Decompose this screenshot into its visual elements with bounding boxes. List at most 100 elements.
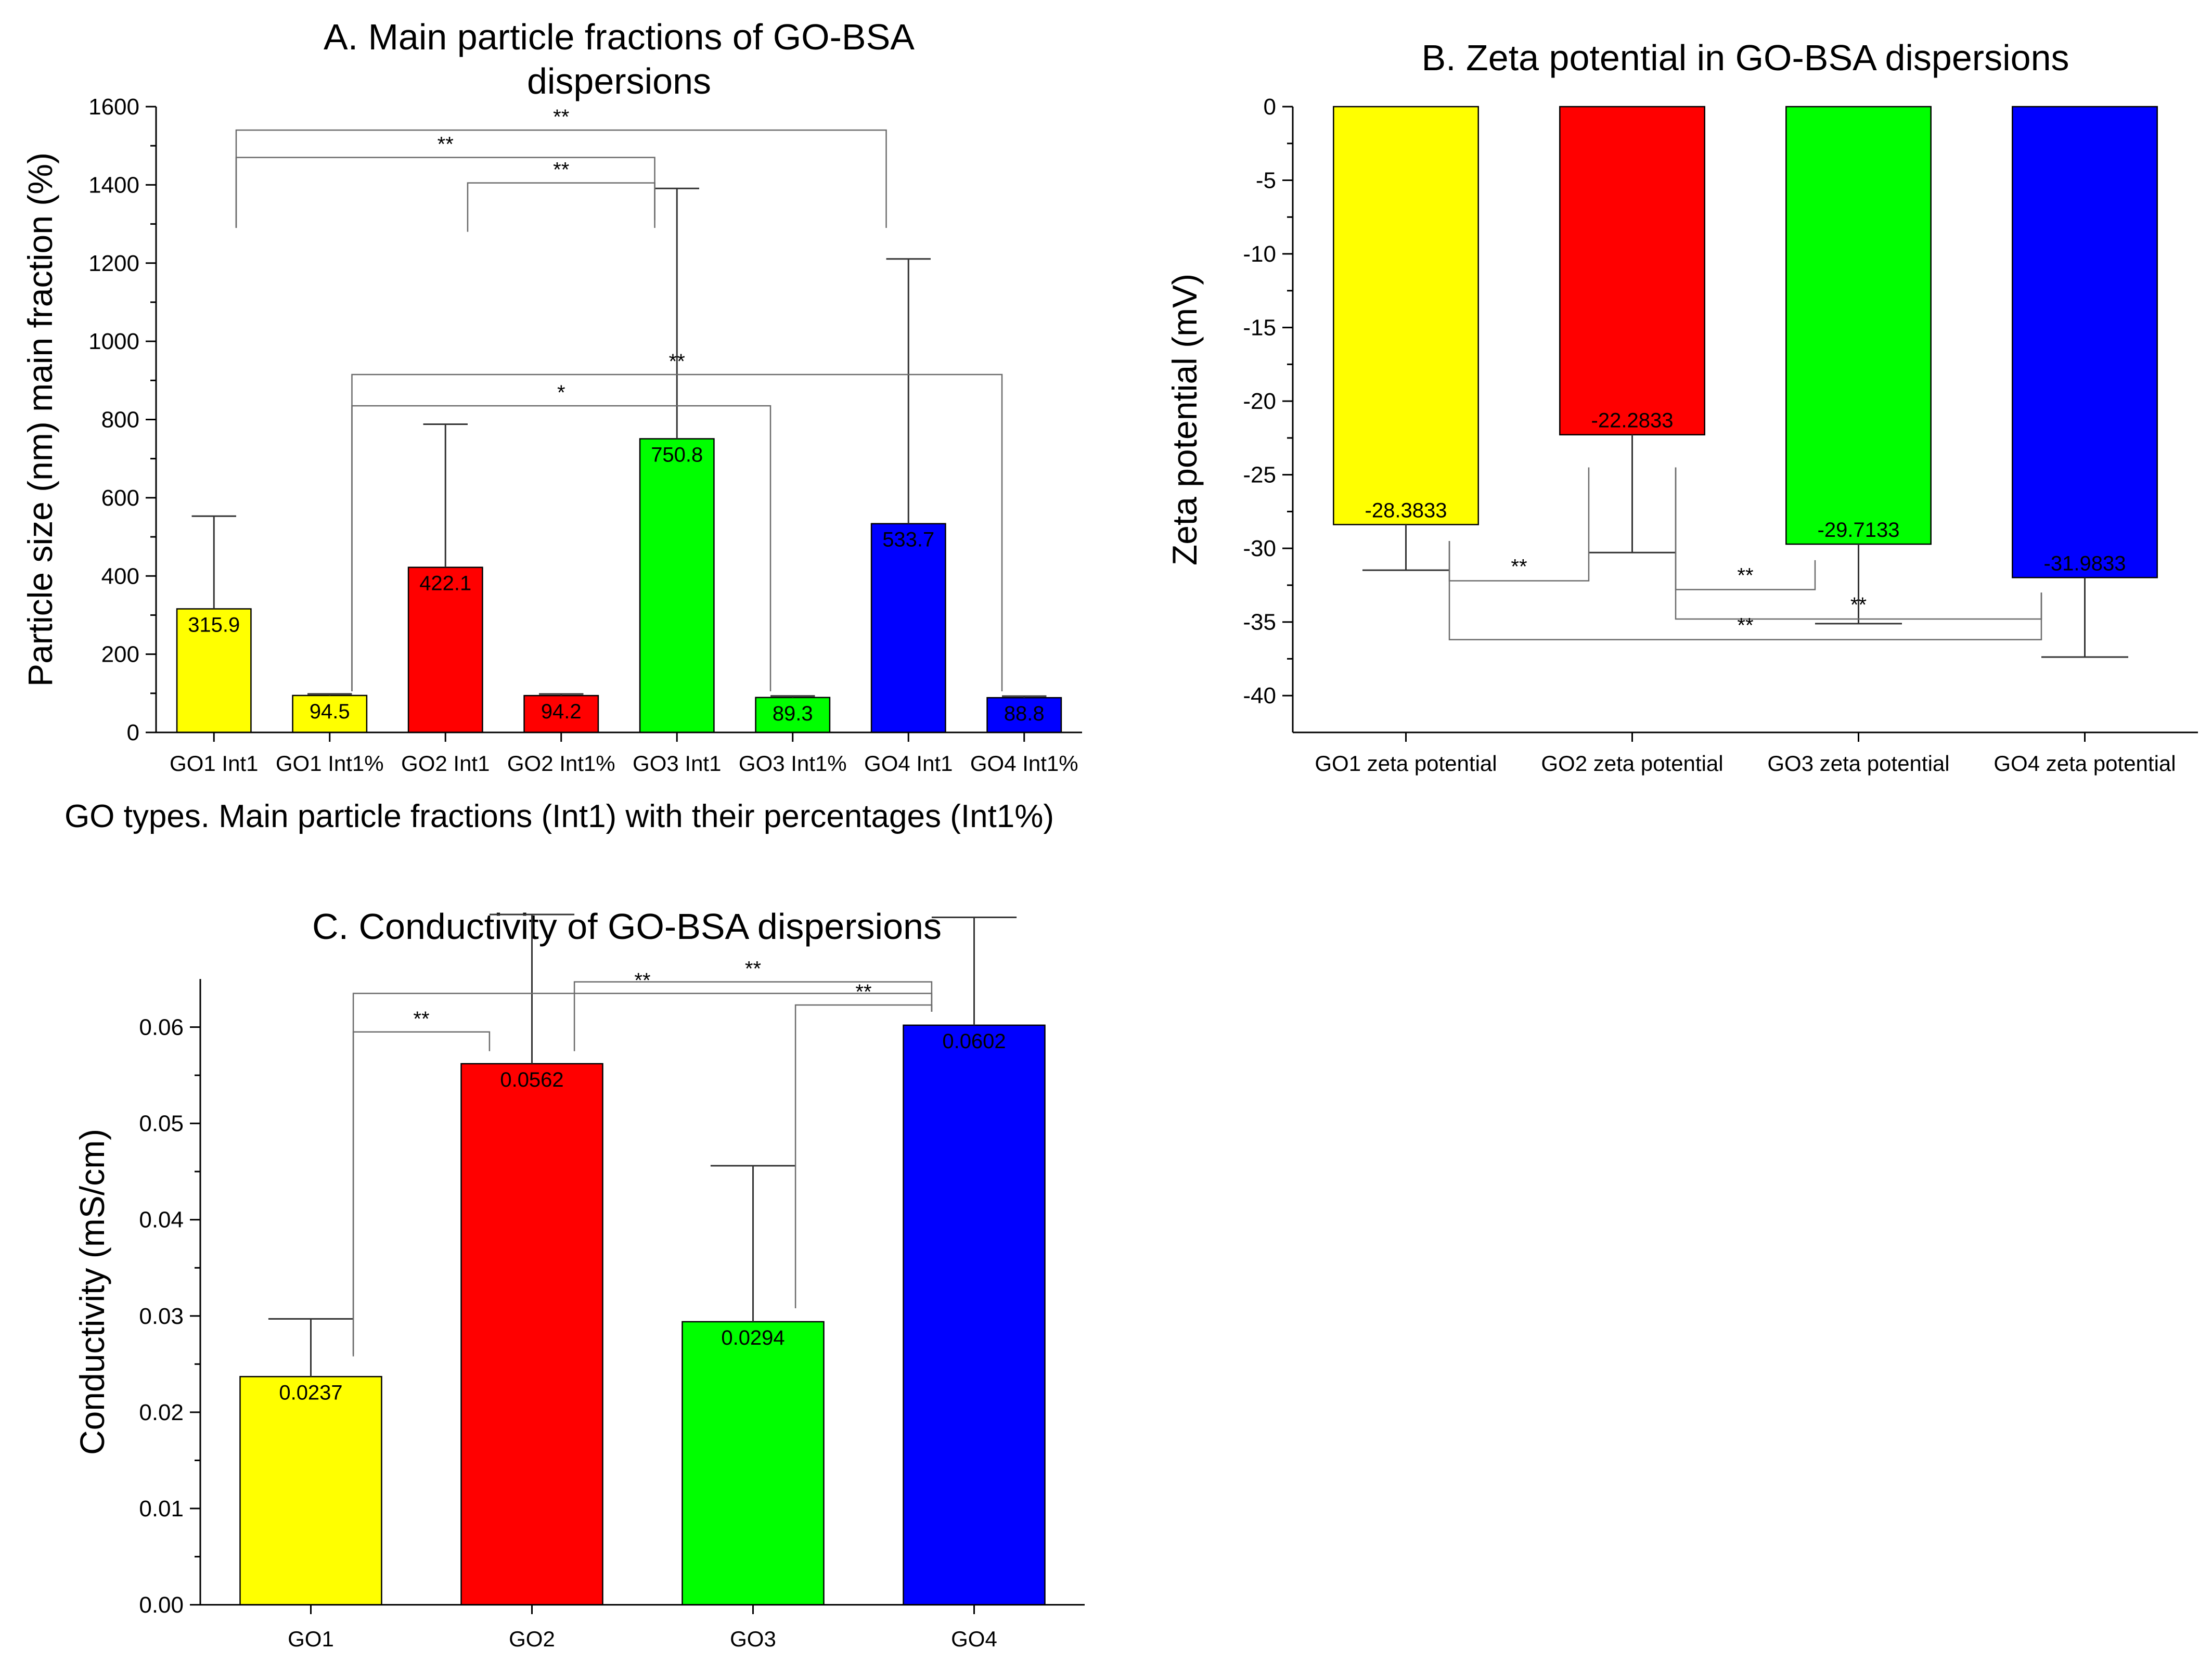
chart-B-bar-3 [1785,106,1932,545]
chart-A-error-bar-4 [539,693,584,696]
chart-A-bar-7 [870,523,946,733]
chart-C-title: C. Conductivity of GO-BSA dispersions [312,906,942,947]
chart-B-error-bar-1 [1362,524,1450,571]
chart-A-error-bar-5 [654,187,699,439]
chart-A-value-label-3: 422.1 [419,572,471,595]
chart-B-x-tick-label-4: GO4 zeta potential [1994,751,2176,776]
chart-A-value-label-2: 94.5 [310,700,350,723]
chart-B-y-tick-label-9: -40 [1243,683,1276,708]
chart-A-x-tick-label-1: GO1 Int1 [170,751,258,776]
chart-B-significance-label-1: ** [1511,555,1527,578]
chart-C-y-axis-label: Conductivity (mS/cm) [73,1129,111,1455]
chart-B-error-bar-4 [2041,577,2129,658]
chart-A-significance-bracket-3 [467,182,655,232]
chart-B-significance-label-4: ** [1737,614,1753,637]
chart-A-y-tick-label-7: 1200 [88,251,139,276]
chart-A-x-tick-label-3: GO2 Int1 [401,751,490,776]
chart-C-y-tick-label-7: 0.06 [139,1015,184,1040]
chart-B-value-label-3: -29.7133 [1818,519,1900,542]
chart-C-bar-2 [460,1063,603,1606]
chart-C-bar-4 [903,1024,1046,1606]
chart-C-value-label-1: 0.0237 [279,1381,342,1404]
chart-A-y-tick-label-6: 1000 [88,329,139,354]
chart-A-error-bar-6 [770,695,815,698]
chart-B-value-label-4: -31.9833 [2044,552,2126,575]
chart-C-value-label-4: 0.0602 [942,1030,1006,1053]
chart-B-significance-label-3: ** [1850,594,1867,616]
chart-A-title-line-1: A. Main particle fractions of GO-BSA [324,17,915,57]
chart-B-y-tick-label-3: -10 [1243,241,1276,267]
chart-C-x-tick-label-1: GO1 [288,1627,334,1651]
chart-C-x-tick-label-2: GO2 [509,1627,555,1651]
chart-A-y-tick-label-3: 400 [101,563,139,589]
chart-B-y-tick-label-4: -15 [1243,315,1276,341]
chart-C-bar-1 [239,1376,382,1606]
chart-A-x-tick-label-7: GO4 Int1 [864,751,953,776]
chart-A-value-label-8: 88.8 [1004,702,1045,725]
chart-B-y-tick-label-6: -25 [1243,462,1276,488]
chart-B-significance-label-2: ** [1737,564,1753,587]
chart-A-y-axis-label: Particle size (nm) main fraction (%) [21,152,59,687]
chart-A-value-label-7: 533.7 [882,529,934,551]
chart-B-bar-2 [1559,106,1705,435]
chart-A-value-label-6: 89.3 [773,702,813,725]
chart-C-y-tick-label-4: 0.03 [139,1304,184,1329]
chart-A-significance-label-3: ** [553,159,569,182]
chart-C-significance-bracket-1 [352,993,933,1357]
chart-B-value-label-2: -22.2833 [1591,409,1674,432]
chart-B-y-tick-label-2: -5 [1256,168,1276,194]
chart-A-error-bar-1 [191,515,236,609]
chart-A-significance-label-2: ** [438,133,454,156]
chart-A-x-axis-label: GO types. Main particle fractions (Int1)… [65,798,1054,834]
chart-A-bar-2 [292,694,368,733]
chart-C-y-tick-label-6: 0.05 [139,1111,184,1137]
chart-A-bar-4 [523,694,599,733]
chart-C-significance-label-1: ** [634,969,650,992]
chart-A-y-tick-label-4: 600 [101,485,139,511]
chart-C-x-tick-label-3: GO3 [730,1627,776,1651]
chart-C-significance-bracket-2 [573,981,933,1051]
chart-B-x-tick-label-1: GO1 zeta potential [1315,751,1497,776]
chart-A-value-label-4: 94.2 [541,700,582,723]
chart-A-bar-1 [176,608,252,733]
chart-C-error-bar-4 [931,917,1017,1025]
chart-A-error-bar-2 [307,693,352,695]
chart-B-bar-1 [1333,106,1479,525]
chart-B-y-tick-label-7: -30 [1243,536,1276,561]
chart-A-x-tick-label-6: GO3 Int1% [739,751,847,776]
chart-A-y-tick-label-8: 1400 [88,172,139,198]
chart-B-x-tick-label-2: GO2 zeta potential [1541,751,1723,776]
chart-A-y-tick-label-5: 800 [101,407,139,433]
chart-A-y-tick-label-2: 200 [101,642,139,667]
chart-A-error-bar-3 [423,423,468,568]
chart-A-significance-label-4: ** [669,350,685,373]
chart-A-value-label-5: 750.8 [651,443,703,466]
chart-A-bar-8 [986,697,1062,733]
chart-C-significance-label-4: ** [855,981,871,1003]
chart-A-x-tick-label-2: GO1 Int1% [276,751,384,776]
chart-A-bar-5 [639,438,715,733]
chart-C-error-bar-3 [710,1165,796,1322]
chart-A-x-tick-label-8: GO4 Int1% [970,751,1078,776]
chart-C-error-bar-1 [268,1318,354,1377]
chart-B-title: B. Zeta potential in GO-BSA dispersions [1421,37,2069,78]
chart-C-significance-label-3: ** [413,1008,429,1030]
chart-B-y-axis-label: Zeta potential (mV) [1165,274,1204,565]
chart-A-significance-bracket-5 [351,405,771,692]
chart-A-x-tick-label-5: GO3 Int1 [633,751,721,776]
chart-B-significance-bracket-4 [1448,541,2042,640]
chart-A-significance-bracket-2 [235,157,655,228]
chart-C-y-tick-label-1: 0.00 [139,1592,184,1618]
chart-C-x-tick-label-4: GO4 [951,1627,997,1651]
chart-C-y-tick-label-3: 0.02 [139,1400,184,1425]
chart-A-title-line-2: dispersions [527,61,711,101]
chart-A-y-tick-label-1: 0 [127,720,139,745]
chart-C-significance-bracket-4 [794,1004,933,1308]
chart-B-error-bar-2 [1588,434,1676,553]
chart-C-y-tick-label-5: 0.04 [139,1207,184,1233]
chart-C-value-label-2: 0.0562 [500,1068,563,1091]
chart-A-significance-label-5: * [557,381,565,404]
chart-B-bar-4 [2012,106,2158,578]
chart-A-error-bar-7 [886,258,931,524]
chart-A-y-tick-label-9: 1600 [88,94,139,120]
